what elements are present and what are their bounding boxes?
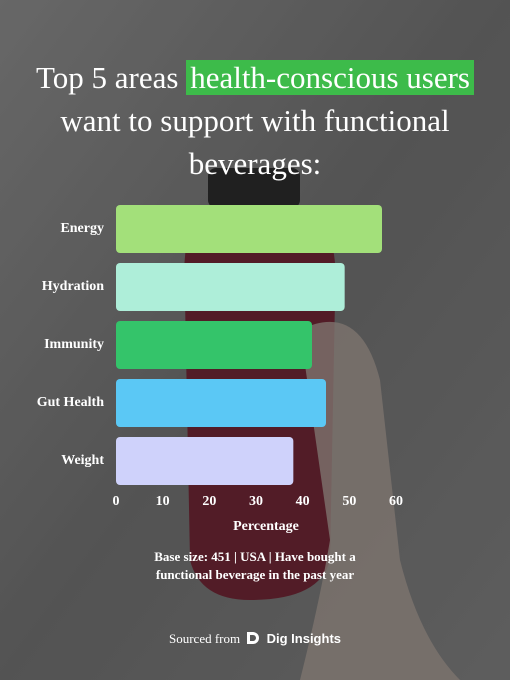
y-tick-label: Energy [60, 221, 104, 236]
logo-icon [247, 632, 260, 644]
x-tick-label: 20 [202, 494, 216, 509]
source: Sourced from Dig Insights [0, 630, 510, 647]
x-axis-label: Percentage [233, 519, 299, 534]
x-tick-label: 40 [296, 494, 310, 509]
y-tick-label: Hydration [42, 279, 104, 294]
y-tick-label: Immunity [44, 337, 104, 352]
x-tick-label: 10 [156, 494, 170, 509]
y-tick-label: Gut Health [37, 395, 104, 410]
x-tick-label: 0 [113, 494, 120, 509]
x-tick-label: 30 [249, 494, 263, 509]
x-tick-label: 50 [342, 494, 356, 509]
title-text: want to support with functional beverage… [60, 103, 450, 181]
x-tick-label: 60 [389, 494, 403, 509]
y-tick-label: Weight [61, 453, 104, 468]
bar [116, 437, 294, 485]
bar [116, 263, 345, 311]
bar [116, 379, 326, 427]
source-brand: Dig Insights [266, 631, 341, 646]
note: Base size: 451 | USA | Have bought a fun… [154, 549, 356, 582]
bar [116, 321, 312, 369]
title-highlight: health-conscious users [186, 60, 474, 95]
title-text: Top 5 areas [36, 60, 179, 95]
bar [116, 205, 382, 253]
title: Top 5 areas health-conscious users want … [20, 56, 490, 185]
source-prefix: Sourced from [168, 631, 241, 646]
